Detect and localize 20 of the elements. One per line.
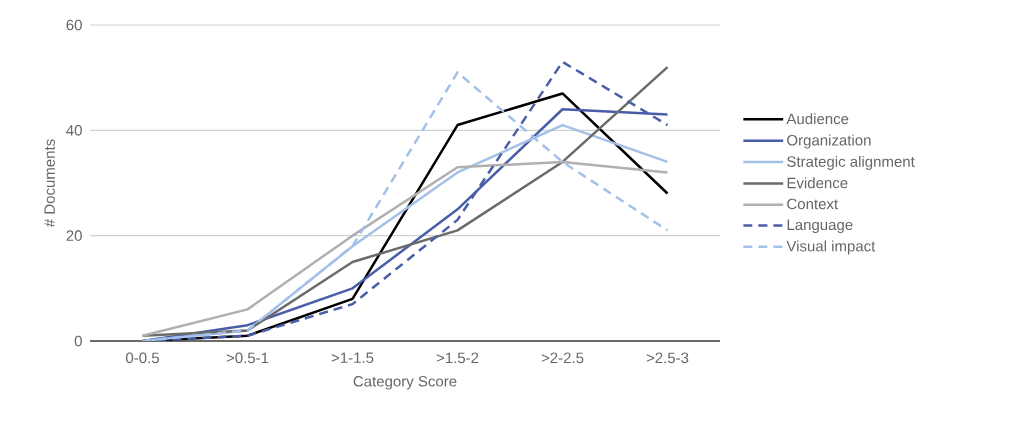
x-tick-label: 0-0.5 [126,352,159,364]
line-series [141,160,669,337]
x-tick-label: >2.5-3 [646,352,689,364]
x-tick-label: >0.5-1 [226,352,269,364]
legend-label: Audience [786,113,849,125]
x-tick-label: >2-2.5 [541,352,584,364]
y-tick-label: 60 [66,19,82,31]
x-tick-label: >1.5-2 [436,352,479,364]
legend-label: Organization [787,134,871,149]
x-axis-title: Category Score [353,376,457,390]
legend-label: Visual impact [786,240,876,255]
y-tick-label: 40 [66,125,82,136]
y-tick-label: 0 [74,335,82,347]
y-tick-label: 20 [66,230,82,241]
x-tick-label: >1-1.5 [331,352,374,363]
y-axis-title: # Documents [44,139,55,228]
legend-label: Strategic alignment [787,155,915,170]
legend-label: Context [787,198,839,210]
legend-label: Evidence [787,177,848,189]
legend-label: Language [787,219,853,234]
